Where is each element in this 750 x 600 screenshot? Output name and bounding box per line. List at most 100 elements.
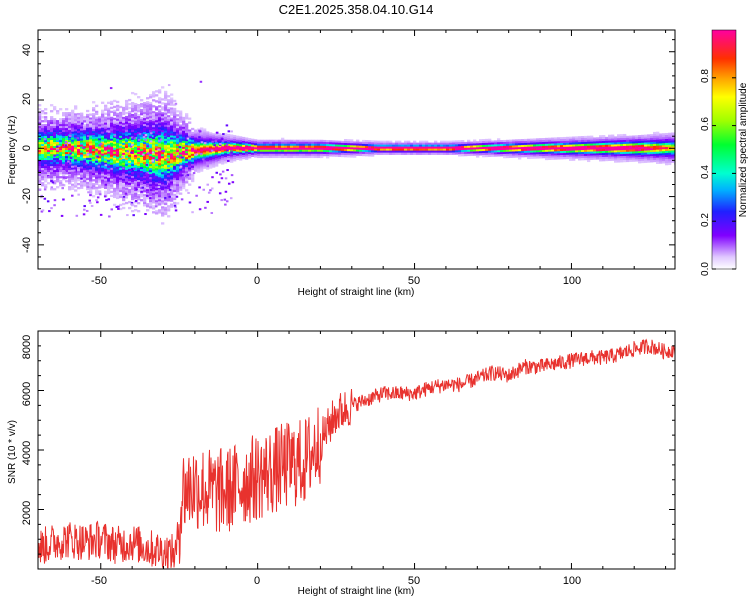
spectrogram-cell: [317, 139, 321, 143]
spectrogram-cell: [53, 176, 57, 179]
spectrogram-cell: [623, 137, 627, 141]
spectrogram-cell: [545, 145, 549, 149]
spectrogram-cell: [521, 147, 525, 150]
spectrogram-cell: [566, 156, 570, 160]
spectrogram-cell: [629, 151, 633, 154]
spectrogram-cell: [284, 147, 288, 151]
spectrogram-cell: [134, 154, 138, 158]
spectrogram-cell: [152, 179, 156, 182]
spectrogram-cell: [98, 132, 102, 135]
spectrogram-cell: [68, 180, 72, 183]
spectrogram-cell: [314, 141, 318, 145]
spectrogram-cell: [38, 150, 42, 153]
spectrogram-cell: [98, 118, 102, 121]
spectrogram-cell: [134, 148, 138, 152]
spectrogram-cell: [542, 139, 546, 143]
spectrogram-cell: [149, 172, 153, 175]
spectrogram-cell: [89, 175, 93, 178]
spectrogram-cell: [110, 148, 114, 152]
spectrogram-cell: [92, 129, 96, 132]
spectrogram-cell: [170, 133, 174, 136]
spectrogram-cell: [155, 94, 159, 97]
spectrogram-cell: [68, 172, 72, 175]
spectrogram-cell: [86, 143, 90, 147]
spectrogram-cell: [611, 142, 615, 145]
spectrogram-cell: [77, 146, 81, 150]
spectrogram-cell: [173, 139, 177, 143]
spectrogram-cell: [164, 104, 168, 108]
spectrogram-cell: [506, 143, 510, 147]
spectrogram-speckle: [174, 206, 177, 209]
spectrogram-cell: [128, 130, 132, 134]
spectrogram-cell: [299, 139, 303, 143]
spectrogram-cell: [110, 160, 114, 164]
spectrogram-cell: [335, 148, 339, 151]
spectrogram-cell: [620, 138, 624, 141]
spectrogram-cell: [206, 157, 210, 160]
spectrogram-speckle: [121, 155, 124, 158]
spectrogram-cell: [53, 188, 57, 191]
spectrogram-cell: [236, 137, 240, 141]
spectrogram-cell: [635, 137, 639, 140]
spectrogram-cell: [539, 154, 543, 157]
spectrogram-cell: [98, 176, 102, 179]
spectrogram-cell: [77, 128, 81, 132]
spectrogram-cell: [182, 152, 186, 156]
spectrogram-cell: [50, 176, 54, 179]
spectrogram-cell: [203, 148, 207, 151]
spectrogram-cell: [605, 146, 609, 150]
spectrogram-cell: [602, 136, 606, 140]
spectrogram-cell: [206, 159, 210, 162]
spectrogram-cell: [158, 97, 162, 100]
spectrogram-cell: [542, 147, 546, 151]
spectrogram-cell: [173, 149, 177, 153]
spectrogram-cell: [152, 189, 156, 192]
spectrogram-cell: [65, 116, 69, 119]
spectrogram-cell: [140, 189, 144, 192]
spectrogram-cell: [116, 184, 120, 188]
spectrogram-cell: [191, 155, 195, 159]
spectrogram-cell: [110, 130, 114, 134]
spectrogram-cell: [155, 148, 159, 151]
spectrogram-cell: [140, 175, 144, 178]
spectrogram-cell: [245, 151, 249, 154]
spectrogram-cell: [107, 149, 111, 153]
spectrogram-cell: [371, 152, 375, 155]
spectrogram-cell: [458, 148, 462, 151]
spectrogram-cell: [302, 145, 306, 149]
spectrogram-speckle: [51, 181, 55, 184]
spectrogram-cell: [47, 138, 51, 141]
spectrogram-cell: [479, 153, 483, 156]
spectrogram-cell: [47, 142, 51, 145]
spectrogram-cell: [62, 126, 66, 129]
spectrogram-speckle: [145, 163, 149, 166]
spectrogram-speckle: [164, 196, 167, 199]
spectrogram-cell: [602, 134, 606, 138]
spectrogram-speckle: [82, 213, 86, 216]
spectrogram-cell: [71, 173, 75, 176]
spectrogram-speckle: [211, 187, 214, 190]
spectrogram-cell: [80, 124, 84, 127]
spectrogram-cell: [110, 164, 114, 168]
spectrogram-cell: [164, 140, 168, 144]
spectrogram-cell: [128, 182, 132, 186]
spectrogram-cell: [128, 160, 132, 164]
spectrogram-cell: [161, 164, 165, 167]
spectrogram-cell: [113, 169, 117, 173]
spectrogram-cell: [653, 135, 657, 139]
spectrogram-cell: [101, 147, 105, 150]
spectrogram-cell: [641, 142, 645, 146]
spectrogram-speckle: [41, 209, 45, 212]
spectrogram-cell: [533, 138, 537, 141]
spectrogram-cell: [167, 161, 171, 164]
spectrogram-cell: [368, 150, 372, 153]
spectrogram-cell: [155, 154, 159, 157]
spectrogram-cell: [206, 163, 210, 166]
spectrogram-cell: [629, 145, 633, 148]
spectrogram-cell: [59, 108, 63, 111]
spectrogram-cell: [137, 114, 141, 117]
spectrogram-cell: [158, 111, 162, 114]
spectrogram-cell: [59, 172, 63, 175]
spectrogram-cell: [308, 141, 312, 145]
spectrogram-speckle: [62, 198, 65, 201]
